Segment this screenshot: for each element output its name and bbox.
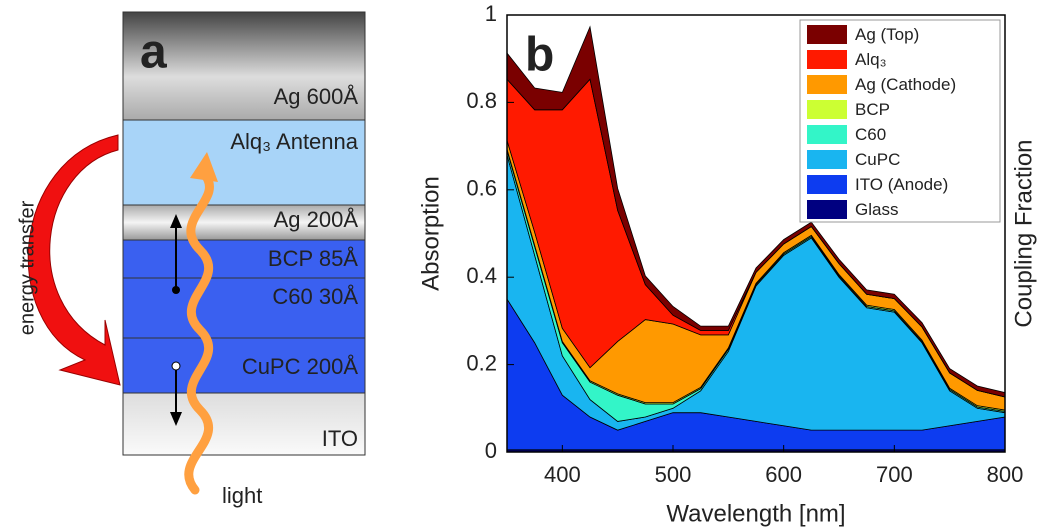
panel-a: a Ag 600Å Alq₃ Antenna Ag 200Å BCP 85Å C… (16, 11, 366, 508)
energy-arrow (27, 134, 121, 386)
legend-label: CuPC (855, 150, 900, 169)
legend-label: BCP (855, 100, 890, 119)
legend-swatch (807, 125, 847, 144)
panel-label: a (140, 26, 167, 79)
light-label: light (222, 483, 262, 508)
y-tick-label: 1 (485, 1, 497, 26)
x-tick-label: 600 (765, 462, 802, 487)
y-tick-label: 0.6 (466, 176, 497, 201)
y-tick-label: 0.2 (466, 350, 497, 375)
layer (122, 11, 366, 121)
panel-b: 0 0.2 0.4 0.6 0.8 1 400 500 600 700 800 Wavelength … (417, 1, 1037, 528)
layer (122, 277, 366, 339)
energy-label: energy transfer (16, 200, 38, 335)
legend-swatch (807, 200, 847, 219)
x-tick-label: 800 (987, 462, 1024, 487)
y-tick-label: 0.8 (466, 88, 497, 113)
legend-swatch (807, 150, 847, 169)
legend-swatch (807, 50, 847, 69)
x-tick-label: 500 (655, 462, 692, 487)
y2-axis-label: Coupling Fraction (1010, 139, 1037, 327)
layer-label: BCP 85Å (268, 246, 358, 271)
layer-label: C60 30Å (272, 284, 358, 309)
legend-swatch (807, 100, 847, 119)
arrowhead (170, 412, 182, 426)
legend-swatch (807, 75, 847, 94)
layer-label: Alq₃ Antenna (230, 129, 358, 154)
light-wave (184, 170, 214, 495)
layer-label: ITO (322, 426, 358, 451)
layer-label: Ag 200Å (274, 207, 359, 232)
layer (122, 392, 366, 456)
layer (122, 204, 366, 241)
legend-label: Ag (Cathode) (855, 75, 956, 94)
legend-swatch (807, 175, 847, 194)
x-axis-label: Wavelength [nm] (666, 500, 845, 527)
legend-label: ITO (Anode) (855, 175, 948, 194)
legend-swatch (807, 25, 847, 44)
layer-label: Ag 600Å (274, 84, 359, 109)
x-tick-label: 400 (544, 462, 581, 487)
panel-label: b (525, 29, 554, 82)
electron (172, 286, 180, 294)
legend-label: Alq₃ (855, 50, 887, 69)
y-tick-label: 0 (485, 438, 497, 463)
legend-label: C60 (855, 125, 886, 144)
legend-label: Ag (Top) (855, 25, 919, 44)
layer (122, 239, 366, 279)
arrowhead (170, 214, 182, 228)
hole (171, 361, 181, 371)
plot-frame (506, 14, 1006, 453)
y-axis-label: Absorption (417, 176, 444, 291)
layer-label: CuPC 200Å (242, 354, 359, 379)
y-tick-label: 0.4 (466, 263, 497, 288)
light-arrowhead (190, 152, 218, 182)
layer (122, 119, 366, 206)
legend-label: Glass (855, 200, 898, 219)
x-tick-label: 700 (876, 462, 913, 487)
layer (122, 337, 366, 394)
